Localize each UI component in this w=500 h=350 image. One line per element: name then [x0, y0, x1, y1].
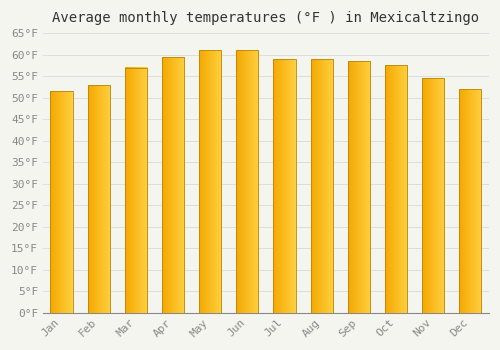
- Bar: [385, 65, 407, 313]
- Bar: [50, 91, 72, 313]
- Bar: [199, 50, 222, 313]
- Bar: [124, 68, 147, 313]
- Bar: [422, 78, 444, 313]
- Bar: [236, 50, 258, 313]
- Bar: [459, 89, 481, 313]
- Title: Average monthly temperatures (°F ) in Mexicaltzingo: Average monthly temperatures (°F ) in Me…: [52, 11, 480, 25]
- Bar: [348, 61, 370, 313]
- Bar: [310, 59, 333, 313]
- Bar: [88, 85, 110, 313]
- Bar: [162, 57, 184, 313]
- Bar: [274, 59, 295, 313]
